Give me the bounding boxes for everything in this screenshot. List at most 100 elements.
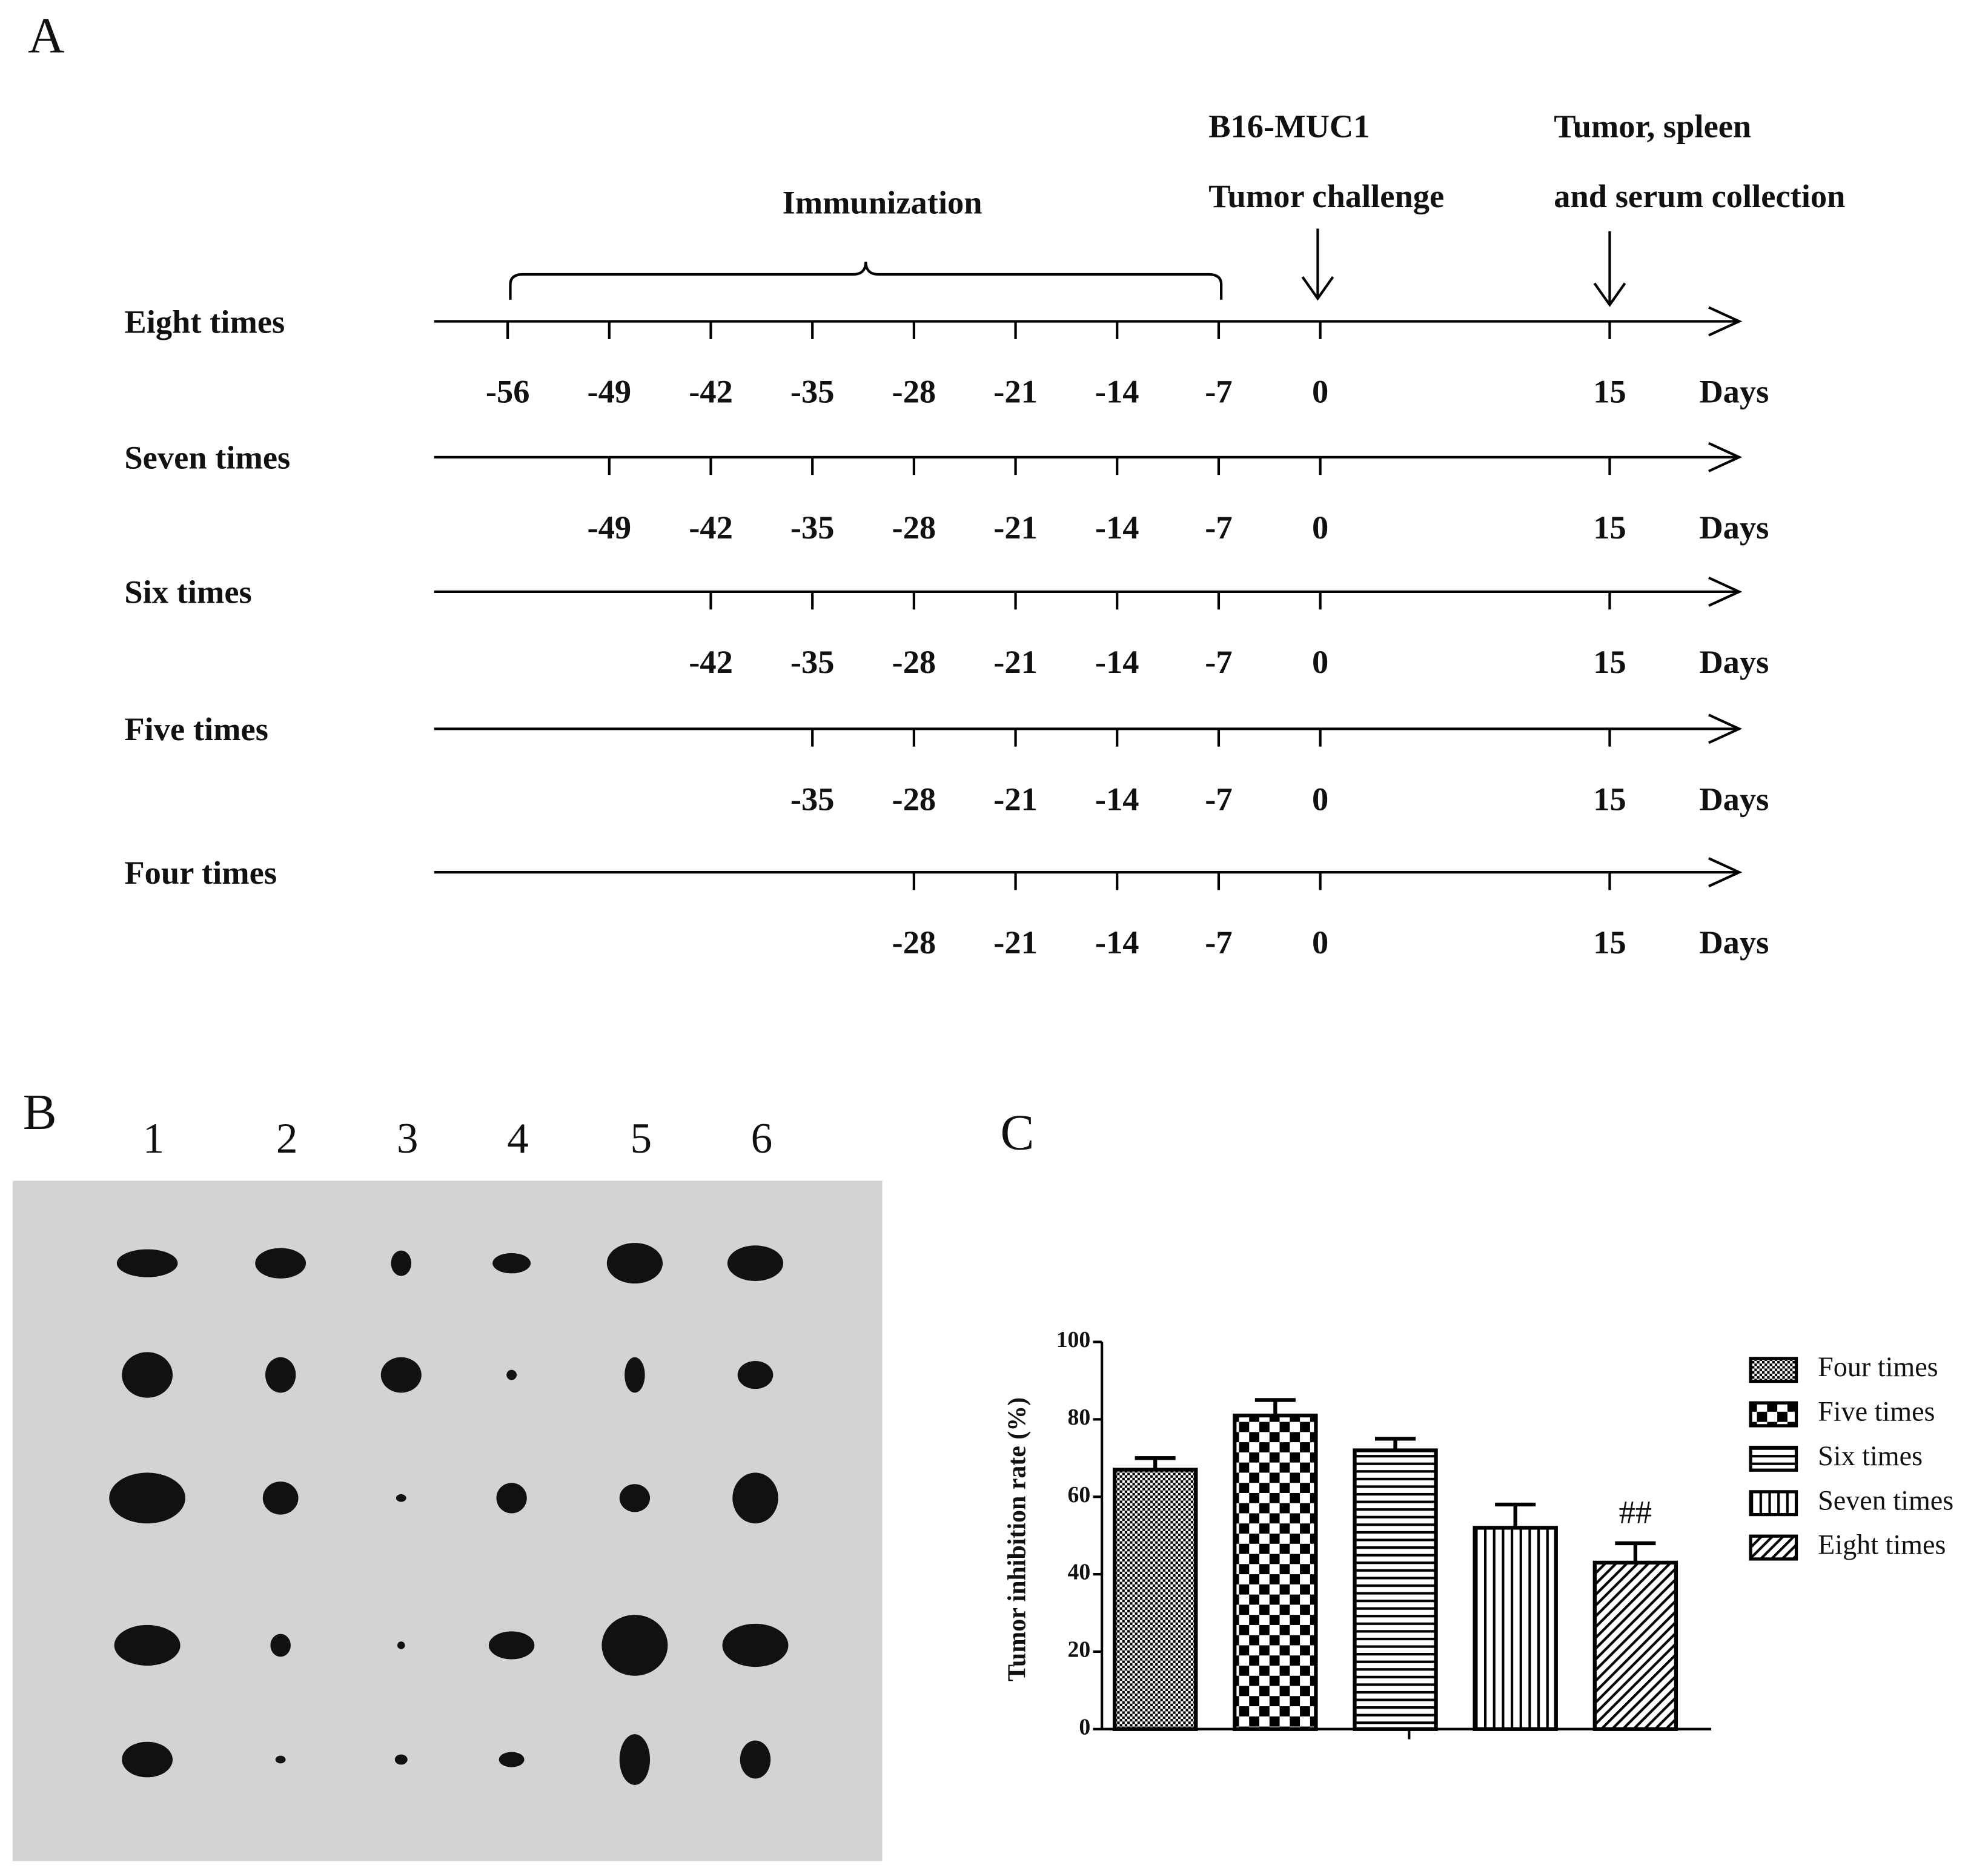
day-label: -28	[892, 373, 936, 410]
day-label: -7	[1205, 509, 1232, 546]
legend-swatch	[1749, 1401, 1798, 1428]
day-label: -49	[588, 509, 632, 546]
day-label: -7	[1205, 643, 1232, 680]
column-label: 5	[631, 1115, 652, 1162]
annotation: Tumor challenge	[1208, 177, 1444, 214]
annotation: Tumor, spleen	[1554, 108, 1751, 145]
tumor	[727, 1245, 784, 1281]
day-label: -35	[790, 643, 835, 680]
day-label: 15	[1593, 780, 1626, 817]
tumor	[109, 1472, 185, 1524]
day-label: 0	[1312, 780, 1328, 817]
day-label: -14	[1095, 643, 1139, 680]
day-label: -21	[993, 780, 1038, 817]
column-label: 3	[397, 1115, 419, 1162]
panel-label: B	[23, 1084, 57, 1141]
column-label: 4	[507, 1115, 529, 1162]
tumor	[619, 1484, 651, 1512]
day-label: -28	[892, 780, 936, 817]
y-tick-label: 20	[1068, 1637, 1091, 1663]
day-label: -35	[790, 373, 835, 410]
arrow	[1301, 228, 1334, 301]
y-tick-label: 40	[1068, 1560, 1091, 1585]
tumor	[391, 1250, 412, 1276]
day-label: -42	[689, 509, 733, 546]
day-label: 0	[1312, 373, 1328, 410]
y-tick-label: 60	[1068, 1482, 1091, 1508]
day-label: -14	[1095, 509, 1139, 546]
day-label: 0	[1312, 643, 1328, 680]
day-label: -42	[689, 373, 733, 410]
legend-swatch	[1749, 1445, 1798, 1472]
legend-label: Five times	[1818, 1396, 1935, 1427]
legend-swatch	[1749, 1357, 1798, 1383]
tumor	[394, 1754, 408, 1765]
day-label: -21	[993, 509, 1038, 546]
timeline-axis	[434, 857, 1743, 888]
y-axis-label: Tumor inhibition rate (%)	[1004, 1397, 1032, 1681]
tumor	[265, 1357, 296, 1393]
tumor	[492, 1253, 531, 1274]
tumor	[114, 1624, 181, 1666]
row-label: Five times	[124, 710, 268, 747]
annotation: ##	[1619, 1493, 1652, 1530]
y-tick-label: 80	[1068, 1405, 1091, 1430]
timeline-axis	[434, 714, 1743, 744]
unit-label: Days	[1699, 643, 1769, 680]
panel-label: A	[28, 8, 65, 64]
tumor	[740, 1740, 771, 1779]
annotation: B16-MUC1	[1208, 108, 1370, 145]
tumor	[488, 1631, 535, 1660]
tumor	[122, 1741, 173, 1778]
day-label: -56	[486, 373, 530, 410]
legend-label: Eight times	[1818, 1529, 1946, 1560]
tumor	[255, 1248, 306, 1279]
legend-label: Six times	[1818, 1440, 1923, 1471]
day-label: -42	[689, 643, 733, 680]
tumor	[619, 1734, 651, 1785]
y-tick-label: 100	[1056, 1327, 1091, 1353]
day-label: -14	[1095, 373, 1139, 410]
unit-label: Days	[1699, 373, 1769, 410]
timeline-axis	[434, 306, 1743, 337]
tumor	[506, 1369, 517, 1380]
tumor	[606, 1243, 663, 1284]
day-label: -35	[790, 509, 835, 546]
tumor	[732, 1472, 778, 1524]
day-label: 15	[1593, 509, 1626, 546]
tumor	[270, 1634, 291, 1657]
row-label: Eight times	[124, 303, 285, 340]
column-label: 2	[276, 1115, 298, 1162]
panel-label: C	[1000, 1104, 1034, 1160]
unit-label: Days	[1699, 924, 1769, 961]
day-label: -14	[1095, 924, 1139, 961]
day-label: 0	[1312, 509, 1328, 546]
day-label: -49	[588, 373, 632, 410]
tumor	[499, 1752, 525, 1767]
tumor	[396, 1494, 406, 1502]
legend-swatch	[1749, 1534, 1798, 1561]
tumor	[737, 1360, 774, 1389]
tumor	[122, 1352, 173, 1398]
column-label: 6	[751, 1115, 773, 1162]
legend-label: Four times	[1818, 1351, 1938, 1382]
timeline-axis	[434, 576, 1743, 607]
day-label: -21	[993, 643, 1038, 680]
day-label: -7	[1205, 373, 1232, 410]
error-bar	[1615, 1541, 1656, 1563]
bar	[1353, 1448, 1438, 1731]
day-label: -21	[993, 924, 1038, 961]
day-label: -28	[892, 509, 936, 546]
day-label: -28	[892, 924, 936, 961]
day-label: -7	[1205, 780, 1232, 817]
tumor	[625, 1357, 645, 1393]
bar	[1233, 1413, 1318, 1731]
bar	[1592, 1560, 1678, 1731]
day-label: -35	[790, 780, 835, 817]
tumor	[116, 1249, 178, 1277]
day-label: -21	[993, 373, 1038, 410]
error-bar	[1135, 1456, 1176, 1470]
tumor	[496, 1483, 527, 1514]
arrow	[1593, 231, 1626, 307]
